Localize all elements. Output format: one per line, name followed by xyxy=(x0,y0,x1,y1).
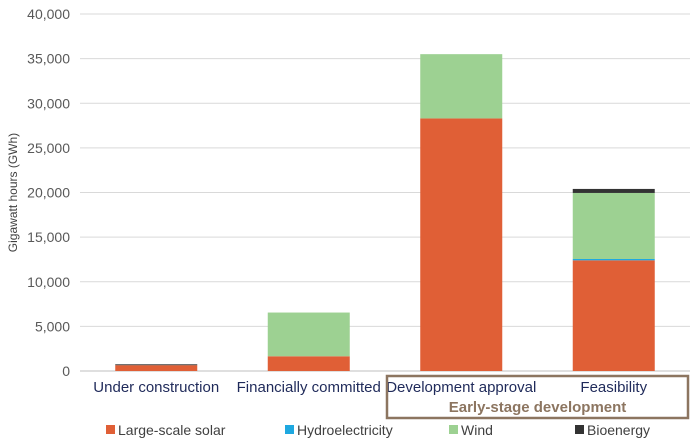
y-tick-label: 0 xyxy=(62,363,70,379)
y-tick-label: 40,000 xyxy=(27,6,70,22)
legend-label-large-scale-solar: Large-scale solar xyxy=(118,422,226,438)
bar-segment-large-scale-solar xyxy=(115,365,198,371)
x-category-label: Financially committed xyxy=(237,379,381,396)
legend-swatch-large-scale-solar xyxy=(106,425,115,434)
early-stage-group-box xyxy=(385,374,690,420)
legend-swatch-wind xyxy=(449,425,458,434)
y-tick-label: 25,000 xyxy=(27,140,70,156)
bar-segment-hydroelectricity xyxy=(572,258,655,261)
y-tick-label: 30,000 xyxy=(27,95,70,111)
y-axis-tick-labels: 0 5,000 10,000 15,000 20,000 25,000 30,000 35,0… xyxy=(27,6,70,379)
y-tick-label: 20,000 xyxy=(27,185,70,201)
y-axis-title: Gigawatt hours (GWh) xyxy=(6,133,20,252)
y-tick-label: 35,000 xyxy=(27,51,70,67)
bar-segment-wind xyxy=(572,192,655,259)
bar-segment-wind xyxy=(420,54,503,119)
y-tick-label: 5,000 xyxy=(35,318,70,334)
y-tick-label: 10,000 xyxy=(27,274,70,290)
y-tick-label: 15,000 xyxy=(27,229,70,245)
bar-segment-large-scale-solar xyxy=(420,118,503,371)
x-axis-category-labels: Under construction Financially committed D… xyxy=(93,379,647,396)
early-stage-group-label: Early-stage development xyxy=(449,399,627,416)
legend-swatch-hydroelectricity xyxy=(285,425,294,434)
legend-label-hydroelectricity: Hydroelectricity xyxy=(297,422,393,438)
x-category-label: Development approval xyxy=(386,379,536,396)
legend-label-wind: Wind xyxy=(461,422,493,438)
bar-segment-bioenergy xyxy=(572,188,655,193)
gridlines xyxy=(80,13,690,372)
legend: Large-scale solar Hydroelectricity Wind Bio… xyxy=(106,422,650,438)
bars xyxy=(115,54,655,371)
legend-swatch-bioenergy xyxy=(575,425,584,434)
legend-label-bioenergy: Bioenergy xyxy=(587,422,650,438)
bar-segment-bioenergy xyxy=(115,364,198,366)
x-category-label: Under construction xyxy=(93,379,219,396)
bar-segment-large-scale-solar xyxy=(572,260,655,371)
x-category-label: Feasibility xyxy=(580,379,647,396)
bar-segment-large-scale-solar xyxy=(267,356,350,371)
bar-segment-wind xyxy=(267,312,350,357)
